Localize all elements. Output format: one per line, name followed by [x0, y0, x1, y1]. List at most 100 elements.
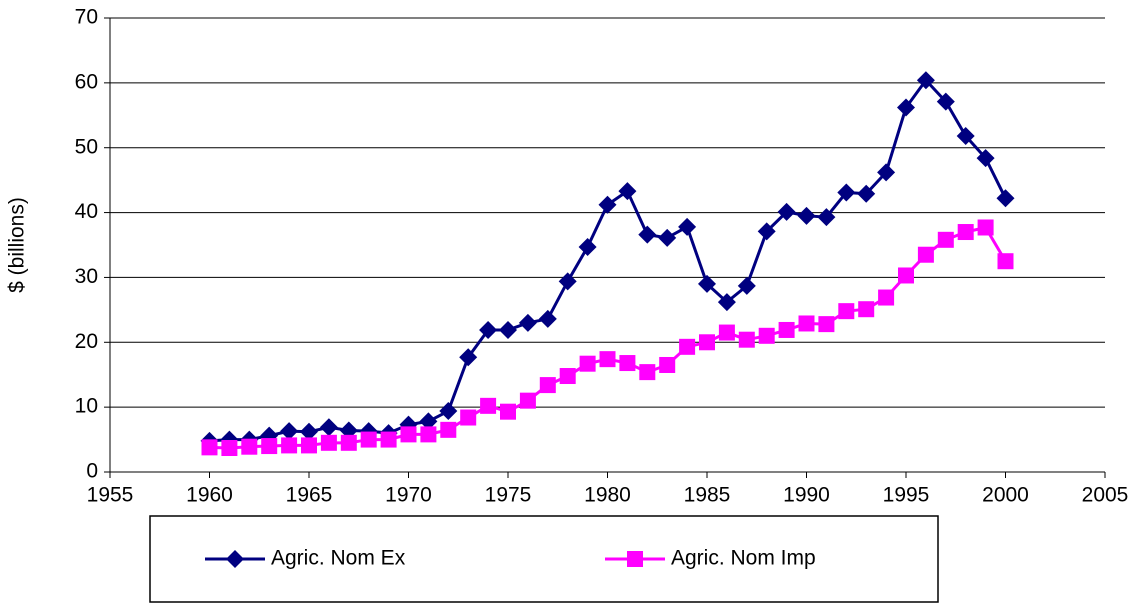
diamond-marker — [459, 348, 478, 367]
diamond-marker — [538, 309, 557, 328]
square-marker — [738, 331, 755, 348]
square-marker — [639, 364, 656, 381]
legend-box — [149, 515, 939, 603]
square-marker — [718, 324, 735, 341]
diamond-marker — [877, 163, 896, 182]
square-marker — [261, 438, 278, 455]
diamond-marker — [558, 272, 577, 291]
square-marker — [579, 355, 596, 372]
square-marker — [619, 355, 636, 372]
diamond-marker — [916, 71, 935, 90]
diamond-marker — [678, 217, 697, 236]
square-marker — [460, 409, 477, 426]
series-line — [209, 225, 1007, 450]
diamond-marker — [280, 422, 299, 441]
x-tick-label: 1985 — [684, 484, 731, 507]
diamond-marker — [897, 98, 915, 117]
square-marker — [798, 315, 815, 332]
y-tick-label: 0 — [86, 460, 98, 483]
square-marker — [340, 434, 357, 451]
diamond-marker — [797, 206, 816, 225]
x-tick-label: 1980 — [584, 484, 631, 507]
square-marker — [360, 431, 377, 448]
diamond-marker — [618, 182, 637, 201]
x-tick-label: 1960 — [186, 484, 233, 507]
square-marker — [400, 426, 417, 443]
diamond-marker — [518, 313, 537, 332]
square-marker — [440, 421, 457, 438]
square-marker — [241, 438, 258, 455]
square-marker — [380, 431, 397, 448]
diamond-marker — [319, 418, 338, 437]
square-marker — [858, 301, 875, 318]
x-tick-label: 1995 — [883, 484, 930, 507]
square-marker — [679, 338, 696, 355]
x-tick-label: 1990 — [783, 484, 830, 507]
diamond-marker — [300, 422, 318, 441]
x-tick-label: 1970 — [385, 484, 432, 507]
legend-label: Agric. Nom Ex — [271, 547, 406, 570]
y-tick-label: 40 — [75, 200, 98, 223]
diamond-marker — [737, 276, 756, 295]
diamond-marker — [499, 320, 517, 339]
square-marker — [758, 327, 775, 344]
square-marker — [878, 289, 895, 306]
square-marker — [627, 551, 643, 567]
square-marker — [420, 426, 437, 443]
diamond-marker — [598, 195, 617, 214]
y-tick-label: 60 — [75, 70, 98, 93]
series-line — [209, 77, 1007, 443]
square-marker — [221, 440, 238, 457]
diamond-marker — [956, 127, 975, 146]
diamond-marker — [578, 237, 597, 256]
square-marker — [599, 351, 616, 368]
diamond-marker — [936, 92, 955, 111]
diamond-marker — [658, 228, 677, 247]
square-marker — [818, 316, 835, 333]
square-marker — [281, 437, 298, 454]
legend-label: Agric. Nom Imp — [671, 547, 816, 570]
diamond-marker — [638, 225, 657, 244]
diamond-marker — [419, 412, 438, 431]
diamond-marker — [976, 149, 995, 168]
square-marker — [778, 321, 795, 338]
diamond-marker — [439, 402, 458, 421]
y-tick-label: 50 — [75, 135, 98, 158]
y-tick-label: 10 — [75, 395, 98, 418]
diamond-marker — [817, 208, 836, 227]
diamond-marker — [226, 550, 244, 568]
diamond-marker — [757, 222, 776, 241]
square-marker — [500, 403, 516, 420]
diamond-marker — [698, 274, 716, 293]
square-marker — [559, 368, 576, 385]
square-marker — [301, 437, 317, 454]
square-marker — [898, 267, 914, 284]
diamond-marker — [837, 183, 856, 202]
square-marker — [917, 246, 934, 263]
diamond-marker — [857, 184, 876, 203]
square-marker — [320, 434, 337, 451]
square-marker — [997, 253, 1014, 270]
diamond-marker — [479, 320, 498, 339]
y-axis-label: $ (billions) — [6, 197, 29, 293]
square-marker — [699, 334, 715, 351]
square-marker — [937, 231, 954, 248]
x-tick-label: 1955 — [87, 484, 134, 507]
y-tick-label: 70 — [75, 6, 98, 29]
x-tick-label: 2000 — [982, 484, 1029, 507]
square-marker — [539, 377, 556, 394]
diamond-marker — [777, 202, 796, 221]
y-tick-label: 30 — [75, 265, 98, 288]
square-marker — [977, 219, 994, 236]
x-tick-label: 2005 — [1082, 484, 1129, 507]
x-tick-label: 1975 — [485, 484, 532, 507]
y-tick-label: 20 — [75, 330, 98, 353]
square-marker — [201, 439, 218, 456]
diamond-marker — [717, 293, 736, 312]
x-tick-label: 1965 — [286, 484, 333, 507]
square-marker — [957, 224, 974, 241]
square-marker — [659, 356, 676, 373]
square-marker — [838, 303, 855, 320]
square-marker — [519, 392, 536, 409]
